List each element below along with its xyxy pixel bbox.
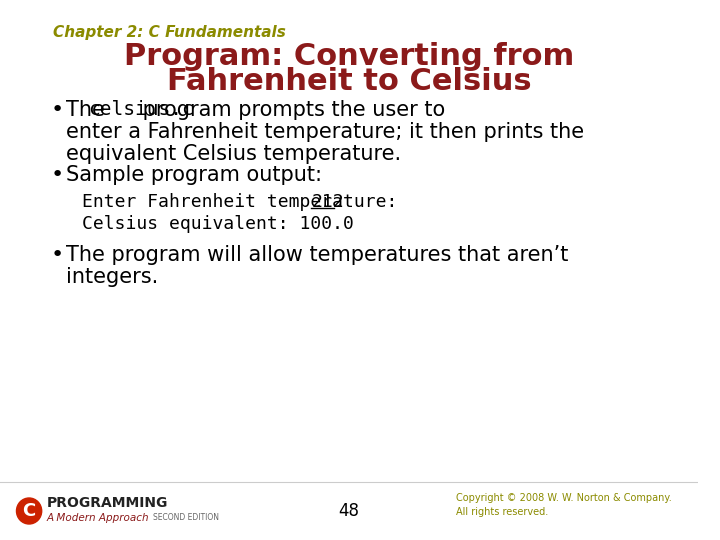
Text: The: The — [66, 100, 112, 120]
Text: program prompts the user to: program prompts the user to — [136, 100, 446, 120]
Text: The program will allow temperatures that aren’t: The program will allow temperatures that… — [66, 245, 568, 265]
Text: celsius.c: celsius.c — [88, 100, 194, 119]
Text: Copyright © 2008 W. W. Norton & Company.
All rights reserved.: Copyright © 2008 W. W. Norton & Company.… — [456, 493, 671, 517]
Text: Chapter 2: C Fundamentals: Chapter 2: C Fundamentals — [53, 25, 286, 40]
Text: equivalent Celsius temperature.: equivalent Celsius temperature. — [66, 144, 401, 164]
Text: A Modern Approach: A Modern Approach — [47, 513, 149, 523]
Text: C: C — [22, 502, 36, 520]
Text: SECOND EDITION: SECOND EDITION — [153, 514, 219, 523]
Text: •: • — [50, 100, 63, 120]
Text: 212: 212 — [311, 193, 343, 211]
Text: Program: Converting from: Program: Converting from — [124, 42, 574, 71]
Text: enter a Fahrenheit temperature; it then prints the: enter a Fahrenheit temperature; it then … — [66, 122, 584, 142]
Text: Sample program output:: Sample program output: — [66, 165, 322, 185]
Circle shape — [17, 498, 42, 524]
Text: 48: 48 — [338, 502, 359, 520]
Text: integers.: integers. — [66, 267, 158, 287]
Text: Enter Fahrenheit temperature:: Enter Fahrenheit temperature: — [82, 193, 409, 211]
Text: PROGRAMMING: PROGRAMMING — [47, 496, 168, 510]
Text: Fahrenheit to Celsius: Fahrenheit to Celsius — [167, 67, 531, 96]
Text: •: • — [50, 245, 63, 265]
Text: Celsius equivalent: 100.0: Celsius equivalent: 100.0 — [82, 215, 354, 233]
Text: •: • — [50, 165, 63, 185]
